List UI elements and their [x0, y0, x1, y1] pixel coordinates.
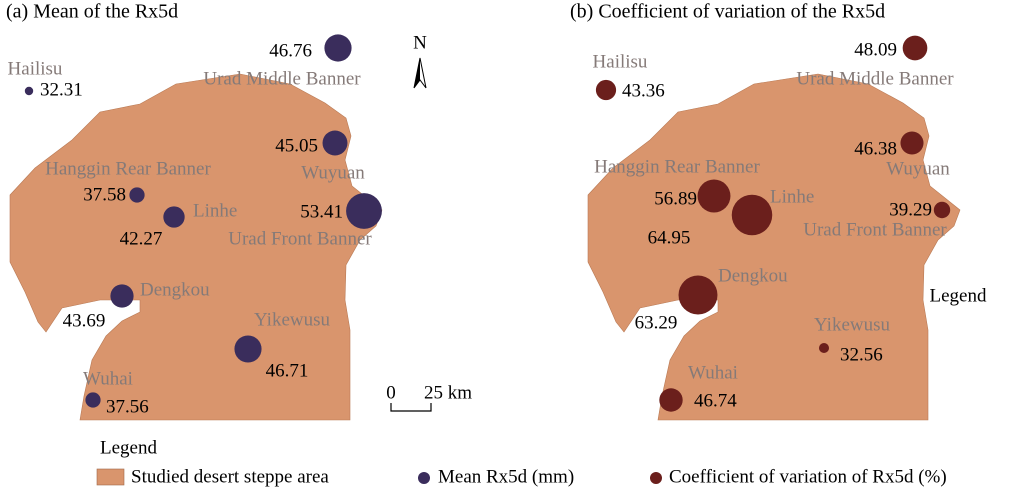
station-value: 63.29: [635, 312, 678, 333]
station-name: Hailisu: [593, 51, 648, 72]
station-name: Dengkou: [140, 279, 210, 300]
scale-start: 0: [386, 382, 396, 403]
north-arrow: N: [413, 32, 427, 89]
station-name: Wuhai: [83, 368, 133, 389]
station-symbol: [902, 35, 928, 61]
station-symbol: [595, 79, 617, 101]
station-name: Urad Middle Banner: [203, 68, 361, 89]
panel-title: (b) Coefficient of variation of the Rx5d: [570, 1, 885, 23]
station-name: Urad Front Banner: [228, 228, 372, 249]
station-value: 48.09: [854, 39, 897, 60]
station-symbol: [24, 86, 34, 96]
station-name: Urad Middle Banner: [796, 68, 954, 89]
legend-note: Legend: [930, 285, 987, 306]
legend-symbol: [418, 472, 430, 484]
scale-bar: 0 25 km: [386, 382, 472, 412]
station-value: 46.71: [266, 360, 309, 381]
station-name: Hailisu: [8, 58, 63, 79]
station-value: 46.74: [694, 390, 737, 411]
station-name: Wuyuan: [886, 158, 950, 179]
station-value: 43.36: [622, 80, 665, 101]
station-value: 32.56: [840, 344, 883, 365]
station-name: Linhe: [770, 186, 814, 207]
station-value: 45.05: [275, 135, 318, 156]
station-name: Linhe: [193, 200, 237, 221]
station-value: 42.27: [120, 228, 163, 249]
station-name: Wuhai: [688, 362, 738, 383]
station-symbol: [322, 130, 348, 156]
station-symbol: [129, 187, 145, 203]
station-value: 64.95: [648, 227, 691, 248]
study-area: [587, 73, 961, 421]
station-symbol: [234, 335, 262, 363]
station-name: Yikewusu: [814, 314, 891, 335]
station-name: Hanggin Rear Banner: [45, 158, 211, 179]
station-symbol: [900, 131, 924, 155]
station-symbol: [731, 194, 773, 236]
station-value: 56.89: [654, 188, 697, 209]
station-name: Urad Front Banner: [803, 219, 947, 240]
station-symbol: [110, 284, 134, 308]
station-value: 32.31: [40, 79, 83, 100]
legend-swatch: [96, 468, 125, 486]
station-symbol: [933, 201, 951, 219]
station-symbol: [697, 179, 731, 213]
station-symbol: [818, 342, 830, 354]
station-name: Yikewusu: [254, 309, 331, 330]
station-value: 37.56: [106, 396, 149, 417]
station-name: Dengkou: [718, 265, 788, 286]
station-name: Hanggin Rear Banner: [594, 156, 760, 177]
station-value: 46.76: [269, 40, 312, 61]
station-name: Wuyuan: [301, 162, 365, 183]
station-value: 43.69: [63, 310, 106, 331]
station-symbol: [346, 193, 382, 229]
legend-label: Studied desert steppe area: [131, 466, 329, 487]
study-area: [9, 73, 383, 421]
legend-label: Coefficient of variation of Rx5d (%): [669, 466, 947, 487]
station-symbol: [85, 392, 101, 408]
panel-title: (a) Mean of the Rx5d: [6, 1, 178, 23]
legend-title: Legend: [100, 437, 157, 458]
legend-symbol: [650, 472, 662, 484]
station-symbol: [678, 275, 718, 315]
north-label: N: [413, 32, 427, 53]
station-value: 46.38: [854, 138, 897, 159]
station-symbol: [163, 206, 185, 228]
station-symbol: [324, 34, 352, 62]
station-value: 39.29: [889, 199, 932, 220]
station-value: 53.41: [300, 201, 343, 222]
station-symbol: [659, 388, 683, 412]
legend-label: Mean Rx5d (mm): [438, 466, 574, 487]
station-value: 37.58: [83, 184, 126, 205]
map-panel: Hailisu 43.36 Urad Middle Banner 48.09 Wuyua…: [587, 35, 961, 421]
scale-end: 25 km: [424, 382, 472, 403]
